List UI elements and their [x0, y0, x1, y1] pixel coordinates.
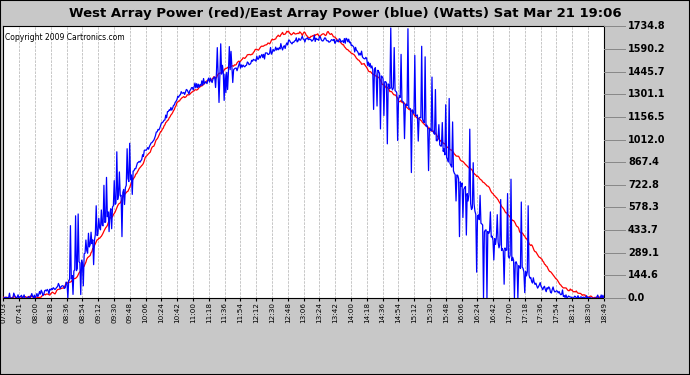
Text: 1734.8: 1734.8: [628, 21, 666, 31]
Text: 1156.5: 1156.5: [628, 112, 665, 122]
Text: 1301.1: 1301.1: [628, 89, 665, 99]
Text: 289.1: 289.1: [628, 248, 659, 258]
Text: 433.7: 433.7: [628, 225, 659, 235]
Text: 0.0: 0.0: [628, 293, 645, 303]
Text: 867.4: 867.4: [628, 157, 659, 167]
Text: 1445.7: 1445.7: [628, 66, 665, 76]
Text: West Array Power (red)/East Array Power (blue) (Watts) Sat Mar 21 19:06: West Array Power (red)/East Array Power …: [69, 7, 621, 20]
Text: 1012.0: 1012.0: [628, 135, 665, 144]
Text: 722.8: 722.8: [628, 180, 659, 190]
Text: 1590.2: 1590.2: [628, 44, 665, 54]
Text: 144.6: 144.6: [628, 270, 659, 280]
Text: 578.3: 578.3: [628, 202, 659, 213]
Text: Copyright 2009 Cartronics.com: Copyright 2009 Cartronics.com: [6, 33, 125, 42]
